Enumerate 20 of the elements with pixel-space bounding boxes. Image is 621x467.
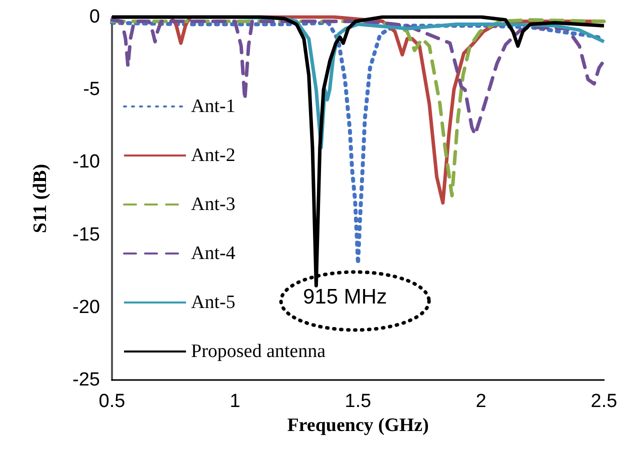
- x-tick-label: 0.5: [98, 391, 126, 412]
- legend-label: Ant-3: [191, 194, 236, 215]
- y-tick-label: -10: [72, 152, 100, 173]
- x-tick-label: 2: [476, 391, 486, 412]
- y-tick-label: -15: [72, 224, 100, 246]
- legend-label: Ant-4: [191, 243, 236, 264]
- legend-label: Ant-2: [191, 145, 236, 166]
- x-axis-title: Frequency (GHz): [287, 415, 429, 436]
- legend-label: Ant-1: [191, 96, 236, 117]
- y-axis-title: S11 (dB): [30, 164, 51, 234]
- x-tick-label: 1: [230, 391, 240, 412]
- y-tick-label: -25: [72, 370, 100, 390]
- x-tick-label: 2.5: [590, 391, 618, 412]
- legend-label: Proposed antenna: [191, 341, 326, 362]
- legend-label: Ant-5: [191, 292, 236, 313]
- x-tick-label: 1.5: [344, 391, 372, 412]
- y-tick-label: -5: [83, 79, 100, 100]
- y-tick-label: -20: [72, 296, 100, 318]
- y-tick-label: 0: [89, 6, 100, 28]
- annotation: 915 MHz: [302, 286, 388, 308]
